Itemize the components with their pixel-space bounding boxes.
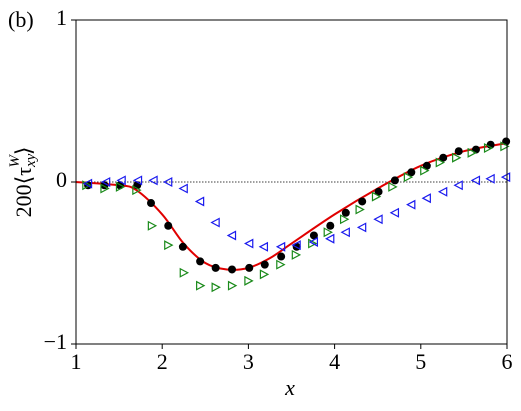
triangle-left-marker [373, 214, 383, 225]
y-tick-label: 1 [56, 5, 67, 30]
triangle-right-marker [371, 191, 382, 202]
dot-marker [390, 176, 399, 185]
triangle-right-marker [403, 172, 414, 183]
triangle-right-marker [355, 204, 365, 215]
triangle-left-marker [162, 177, 173, 187]
triangle-right-marker [211, 282, 221, 293]
triangle-right-marker [276, 259, 286, 270]
dot-marker [309, 231, 318, 240]
triangle-right-marker [100, 183, 110, 194]
triangle-right-marker [323, 227, 333, 238]
triangle-left-marker [453, 180, 463, 191]
triangle-left-marker [291, 240, 301, 251]
triangle-left-marker [308, 236, 319, 247]
triangle-right-marker [227, 280, 238, 291]
triangle-left-marker [100, 177, 111, 187]
triangle-left-marker [340, 227, 350, 238]
triangle-left-marker [82, 178, 93, 189]
triangle-left-marker [325, 233, 335, 244]
triangle-left-marker [356, 222, 367, 233]
x-axis-label: x [284, 375, 295, 400]
y-tick-label: 0 [56, 167, 67, 192]
x-tick-label: 1 [71, 349, 82, 374]
dot-marker [341, 208, 350, 217]
dot-marker [228, 265, 237, 274]
triangle-right-marker [82, 180, 92, 191]
triangle-left-marker [210, 217, 220, 228]
dot-marker [358, 197, 367, 206]
triangle-right-marker [420, 165, 430, 176]
dot-marker [374, 187, 383, 196]
dot-marker [211, 263, 220, 272]
triangle-left-marker [470, 175, 481, 186]
x-tick-label: 5 [415, 349, 426, 374]
triangle-right-marker [196, 280, 206, 291]
triangle-left-marker [258, 241, 269, 252]
y-label-main: 200⟨τ [11, 167, 36, 218]
triangle-left-marker [275, 241, 286, 252]
dot-marker [422, 161, 431, 170]
triangle-right-marker [452, 152, 462, 163]
triangle-right-marker [388, 181, 398, 192]
x-tick-label: 2 [157, 349, 168, 374]
dot-marker [164, 221, 173, 230]
triangle-right-marker [132, 185, 142, 196]
triangle-right-marker [291, 249, 302, 260]
triangle-left-marker [406, 199, 416, 210]
dot-marker [245, 263, 254, 272]
triangle-right-marker [147, 220, 158, 231]
dot-marker [407, 168, 416, 177]
dot-marker [196, 257, 205, 266]
panel-label: (b) [8, 7, 34, 32]
triangle-left-marker [389, 207, 400, 218]
triangle-left-marker [500, 172, 511, 183]
triangle-right-marker [435, 157, 446, 168]
triangle-right-marker [164, 240, 174, 251]
triangle-left-marker [437, 186, 448, 197]
triangle-right-marker [467, 147, 477, 158]
x-tick-label: 6 [502, 349, 513, 374]
triangle-right-marker [259, 269, 270, 280]
triangle-left-marker [421, 193, 431, 204]
triangle-right-marker [115, 181, 126, 192]
dot-marker [277, 252, 286, 261]
triangle-left-marker [243, 238, 254, 249]
triangle-left-marker [132, 175, 143, 186]
triangle-left-marker [148, 175, 158, 186]
plot-frame [75, 19, 508, 345]
dot-marker [326, 221, 335, 230]
y-label-close: ⟩ [11, 147, 36, 156]
triangle-right-marker [244, 275, 254, 286]
x-tick-label: 3 [243, 349, 254, 374]
dot-marker [146, 199, 155, 208]
dot-marker [439, 153, 448, 162]
triangle-left-marker [485, 173, 495, 184]
dot-marker [260, 260, 269, 269]
x-tick-label: 4 [329, 349, 340, 374]
y-label-sub: xy [23, 153, 39, 168]
y-axis-label: 200⟨τxyW⟩ [7, 147, 39, 218]
triangle-left-marker [116, 175, 126, 186]
triangle-right-marker [483, 142, 494, 153]
triangle-right-marker [179, 267, 190, 278]
triangle-left-marker [178, 183, 188, 194]
triangle-left-marker [194, 196, 205, 207]
triangle-right-marker [500, 141, 510, 152]
triangle-right-marker [308, 238, 318, 249]
y-label-sup: W [7, 154, 23, 168]
dot-marker [454, 147, 463, 156]
triangle-right-marker [339, 214, 350, 225]
y-tick-label: −1 [44, 329, 67, 354]
dot-marker [178, 242, 187, 251]
triangle-left-marker [226, 230, 237, 241]
